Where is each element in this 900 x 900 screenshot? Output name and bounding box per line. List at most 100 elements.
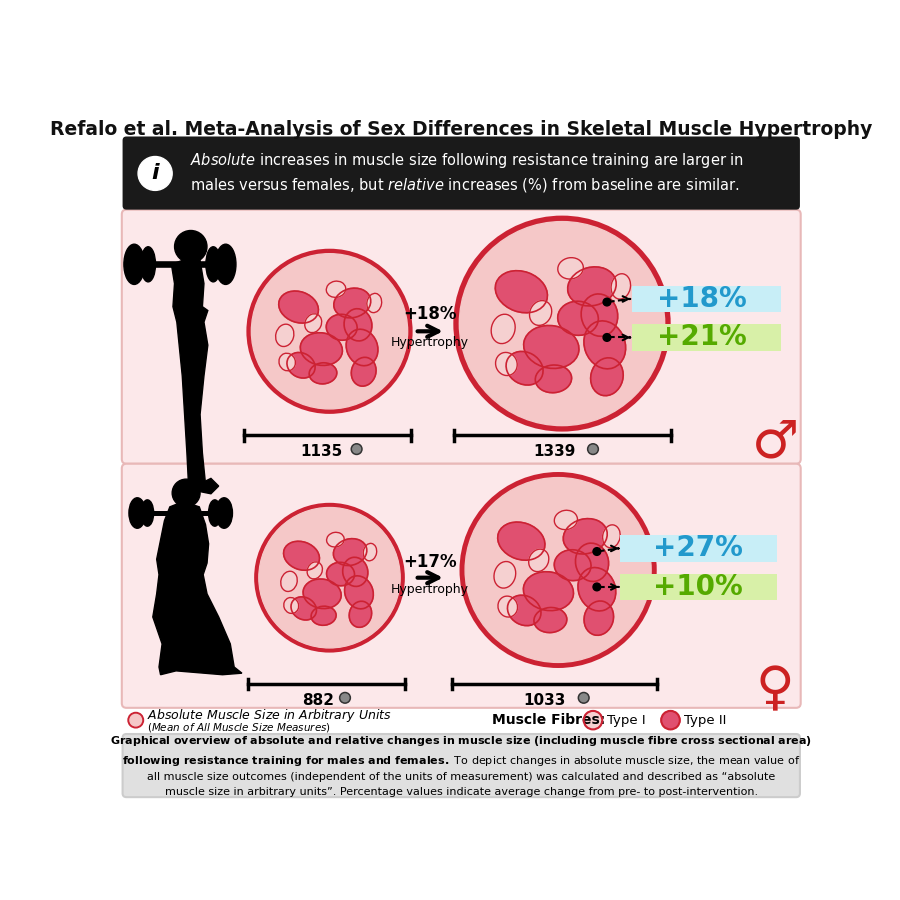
FancyBboxPatch shape xyxy=(122,734,800,797)
Text: i: i xyxy=(151,164,159,184)
Circle shape xyxy=(584,711,602,729)
Ellipse shape xyxy=(351,357,376,386)
Ellipse shape xyxy=(141,500,154,526)
Ellipse shape xyxy=(367,293,382,312)
Ellipse shape xyxy=(327,562,355,586)
Ellipse shape xyxy=(140,247,156,282)
Ellipse shape xyxy=(529,301,552,326)
Ellipse shape xyxy=(216,498,232,528)
Ellipse shape xyxy=(603,525,620,548)
Text: $\bf{\mathit{Absolute\ Muscle\ Size\ in\ Arbitrary\ Units}}$: $\bf{\mathit{Absolute\ Muscle\ Size\ in\… xyxy=(148,707,392,724)
Circle shape xyxy=(590,446,597,453)
Ellipse shape xyxy=(310,363,337,384)
Circle shape xyxy=(353,446,361,453)
Circle shape xyxy=(603,334,611,341)
Ellipse shape xyxy=(311,607,336,625)
Ellipse shape xyxy=(558,302,598,336)
Ellipse shape xyxy=(495,271,547,313)
Ellipse shape xyxy=(346,329,378,365)
Ellipse shape xyxy=(364,544,377,561)
Ellipse shape xyxy=(344,309,372,341)
Ellipse shape xyxy=(524,572,573,610)
Ellipse shape xyxy=(584,601,614,635)
Circle shape xyxy=(579,692,590,703)
Circle shape xyxy=(459,221,665,426)
Text: +27%: +27% xyxy=(652,535,742,562)
Text: $\bf{Graphical\ overview\ of\ absolute\ and\ relative\ changes\ in\ muscle\ size: $\bf{Graphical\ overview\ of\ absolute\ … xyxy=(110,734,813,796)
Ellipse shape xyxy=(129,498,146,528)
Circle shape xyxy=(172,479,200,507)
Text: +21%: +21% xyxy=(657,323,746,352)
Circle shape xyxy=(256,505,403,651)
Ellipse shape xyxy=(327,281,346,297)
Ellipse shape xyxy=(563,518,608,554)
Circle shape xyxy=(130,715,141,726)
Polygon shape xyxy=(153,504,242,675)
Ellipse shape xyxy=(279,353,295,371)
Ellipse shape xyxy=(496,353,518,375)
Text: +18%: +18% xyxy=(657,285,746,313)
Text: Muscle Fibres:: Muscle Fibres: xyxy=(492,713,606,727)
Ellipse shape xyxy=(343,557,368,587)
Text: $\mathit{(Mean\ of\ All\ Muscle\ Size\ Measures)}$: $\mathit{(Mean\ of\ All\ Muscle\ Size\ M… xyxy=(148,722,331,734)
Ellipse shape xyxy=(578,568,616,611)
Text: Type I: Type I xyxy=(607,714,645,726)
Circle shape xyxy=(593,548,601,555)
Ellipse shape xyxy=(287,353,315,378)
Ellipse shape xyxy=(333,539,367,565)
Text: Hypertrophy: Hypertrophy xyxy=(392,583,469,596)
Ellipse shape xyxy=(307,562,322,579)
Text: $\mathit{Absolute}$ increases in muscle size following resistance training are l: $\mathit{Absolute}$ increases in muscle … xyxy=(190,151,744,170)
Ellipse shape xyxy=(334,288,371,318)
Circle shape xyxy=(248,250,411,412)
Circle shape xyxy=(593,583,601,590)
Text: 1033: 1033 xyxy=(524,693,566,708)
Ellipse shape xyxy=(284,598,299,614)
Ellipse shape xyxy=(558,257,583,279)
Ellipse shape xyxy=(581,294,617,337)
Ellipse shape xyxy=(508,595,541,625)
Ellipse shape xyxy=(536,365,572,392)
Ellipse shape xyxy=(281,572,297,591)
Circle shape xyxy=(580,694,588,702)
Ellipse shape xyxy=(305,314,321,333)
Polygon shape xyxy=(171,256,216,488)
FancyBboxPatch shape xyxy=(122,137,800,210)
Ellipse shape xyxy=(303,579,341,608)
Ellipse shape xyxy=(506,351,543,385)
Ellipse shape xyxy=(568,267,616,306)
Ellipse shape xyxy=(524,326,579,368)
Ellipse shape xyxy=(498,596,518,617)
FancyBboxPatch shape xyxy=(122,464,801,707)
Text: 1339: 1339 xyxy=(533,445,575,460)
Circle shape xyxy=(138,157,172,191)
Ellipse shape xyxy=(327,314,357,340)
Polygon shape xyxy=(195,479,219,494)
Ellipse shape xyxy=(491,314,515,344)
Ellipse shape xyxy=(554,510,578,529)
Ellipse shape xyxy=(209,500,221,526)
Text: males versus females, but $\mathit{relative}$ increases (%) from baseline are si: males versus females, but $\mathit{relat… xyxy=(190,176,740,194)
Circle shape xyxy=(465,478,651,662)
Ellipse shape xyxy=(498,522,544,560)
Circle shape xyxy=(603,298,611,306)
Circle shape xyxy=(251,254,408,409)
Text: ♀: ♀ xyxy=(756,663,795,716)
Circle shape xyxy=(259,508,400,648)
Ellipse shape xyxy=(291,597,317,620)
Text: +17%: +17% xyxy=(403,554,457,572)
Ellipse shape xyxy=(575,543,608,581)
Circle shape xyxy=(351,444,362,454)
Ellipse shape xyxy=(349,601,372,627)
FancyBboxPatch shape xyxy=(122,210,801,464)
Circle shape xyxy=(175,230,207,263)
Ellipse shape xyxy=(275,324,294,346)
Ellipse shape xyxy=(528,549,549,572)
Text: +10%: +10% xyxy=(652,573,742,601)
Circle shape xyxy=(455,217,669,430)
Circle shape xyxy=(662,711,680,729)
Text: Type II: Type II xyxy=(685,714,727,726)
Ellipse shape xyxy=(284,541,320,571)
Circle shape xyxy=(339,692,350,703)
FancyBboxPatch shape xyxy=(620,574,777,600)
